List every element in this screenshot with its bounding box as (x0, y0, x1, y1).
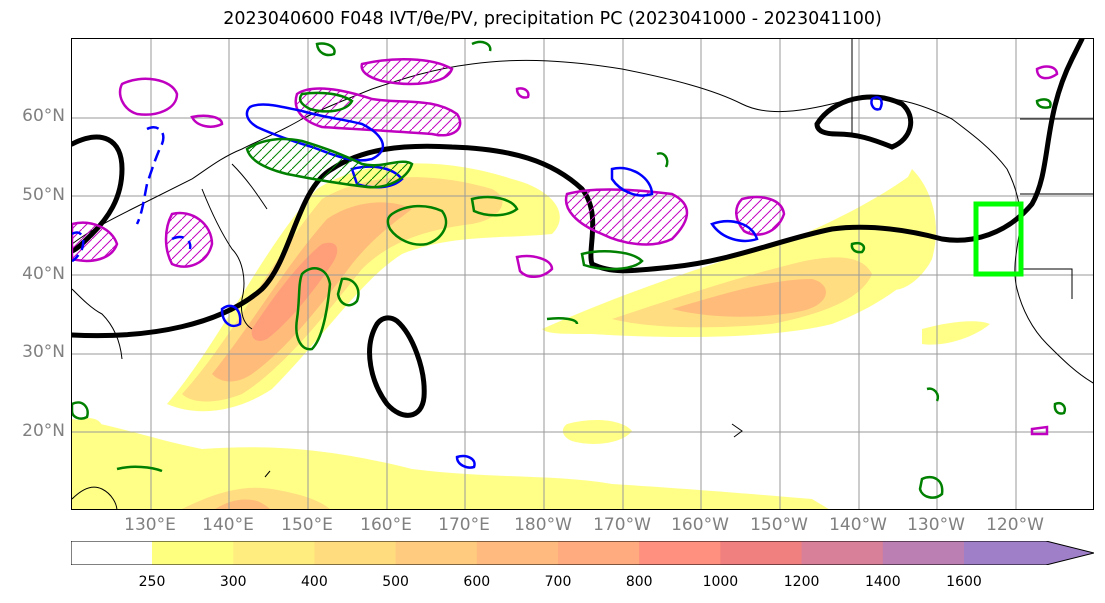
colorbar-segment-5 (558, 541, 640, 565)
colorbar-segment-4 (476, 541, 559, 565)
lon-label-150e: 150°E (281, 515, 333, 535)
map-panel[interactable] (71, 38, 1094, 510)
colorbar-tick-label: 1600 (946, 574, 982, 590)
lon-label-120w: 120°W (986, 515, 1044, 535)
colorbar-tick-label: 1200 (783, 574, 820, 590)
lon-label-160w: 160°W (671, 515, 729, 535)
colorbar-tick-label: 1400 (864, 574, 901, 590)
lat-label-20: 20°N (22, 421, 65, 441)
colorbar-tick-label: 800 (625, 574, 653, 590)
colorbar-tick-label: 300 (219, 574, 247, 590)
lon-label-160e: 160°E (360, 515, 412, 535)
lat-label-50: 50°N (22, 185, 65, 205)
colorbar-tick-label: 250 (138, 574, 166, 590)
lon-label-140e: 140°E (202, 515, 254, 535)
colorbar-segment-under (71, 541, 152, 565)
lon-label-180w: 180°W (514, 515, 572, 535)
colorbar-segment-1 (233, 541, 315, 565)
colorbar-segment-6 (639, 541, 721, 565)
plot-title: 2023040600 F048 IVT/θe/PV, precipitation… (223, 9, 882, 29)
colorbar-segment-9 (882, 541, 965, 565)
colorbar-tick-label: 600 (463, 574, 491, 590)
lon-label-150w: 150°W (750, 515, 808, 535)
pv-magenta-contours (72, 58, 1059, 436)
colorbar-tick-label: 400 (301, 574, 328, 590)
theta-e-contours (72, 39, 1085, 418)
lon-label-140w: 140°W (829, 515, 887, 535)
colorbar-segment-0 (152, 541, 234, 565)
lat-label-40: 40°N (22, 264, 65, 284)
lat-label-60: 60°N (22, 106, 65, 126)
colorbar-segment-3 (395, 541, 478, 565)
lon-label-170w: 170°W (593, 515, 651, 535)
colorbar-tick-label: 700 (544, 574, 572, 590)
colorbar-segment-8 (801, 541, 884, 565)
lon-label-170e: 170°E (438, 515, 490, 535)
colorbar-segment-10 (964, 541, 1094, 565)
lon-label-130e: 130°E (124, 515, 176, 535)
map-canvas (72, 39, 1093, 509)
colorbar-tick-label: 500 (382, 574, 409, 590)
highlight-box (973, 201, 1024, 277)
lat-label-30: 30°N (22, 342, 65, 362)
colorbar (71, 541, 1094, 565)
colorbar-segment-7 (720, 541, 803, 565)
colorbar-tick-label: 1000 (702, 574, 739, 590)
lon-label-130w: 130°W (907, 515, 965, 535)
ivt-shading (72, 163, 990, 509)
pv-green-contours (72, 40, 1067, 499)
colorbar-segment-2 (314, 541, 397, 565)
